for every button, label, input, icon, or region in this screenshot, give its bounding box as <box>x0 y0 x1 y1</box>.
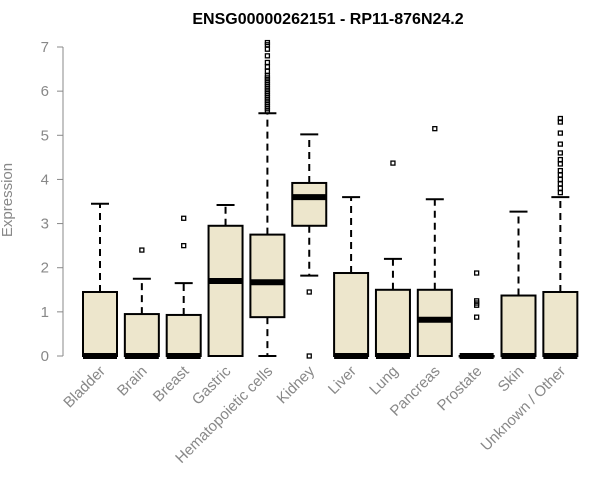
outlier-point <box>306 353 312 359</box>
y-tick-label: 4 <box>41 171 49 188</box>
boxes-group <box>82 39 579 359</box>
box-breast <box>165 215 202 359</box>
outlier-point <box>264 53 271 59</box>
outlier-point <box>264 46 271 52</box>
outlier-point <box>557 150 563 156</box>
category-label: Prostate <box>434 363 486 415</box>
outlier-point <box>557 172 563 178</box>
box-iqr <box>333 272 370 357</box>
y-axis-label: Expression <box>0 163 16 237</box>
outlier-point <box>557 176 563 183</box>
y-tick-label: 6 <box>41 83 49 100</box>
y-axis: 0 1 2 3 4 5 6 7 <box>41 39 64 365</box>
y-tick-label: 1 <box>41 304 49 321</box>
box-iqr <box>165 313 202 357</box>
category-label: Brain <box>114 363 151 400</box>
box-prostate <box>458 270 495 359</box>
y-tick-label: 3 <box>41 216 49 233</box>
y-tick-label: 2 <box>41 260 49 277</box>
box-liver <box>333 196 370 359</box>
box-iqr <box>291 181 328 227</box>
outlier-point <box>264 68 271 74</box>
box-iqr <box>82 290 118 357</box>
outlier-point <box>557 181 563 187</box>
category-label: Bladder <box>60 363 109 412</box>
box-bladder <box>82 202 118 359</box>
outlier-point <box>306 289 312 295</box>
box-gastric <box>207 204 244 357</box>
box-kidney <box>291 133 328 359</box>
outlier-point <box>557 185 563 191</box>
y-tick-label: 0 <box>41 348 49 365</box>
outlier-point <box>473 270 480 276</box>
box-unknown-other <box>542 115 579 359</box>
chart-title: ENSG00000262151 - RP11-876N24.2 <box>192 11 463 28</box>
category-label: Liver <box>325 363 360 398</box>
box-lung <box>374 160 411 359</box>
category-label: Breast <box>150 362 193 405</box>
outlier-point <box>557 156 563 163</box>
outlier-point <box>557 161 563 167</box>
box-iqr <box>123 313 160 358</box>
outlier-point <box>557 141 563 147</box>
box-iqr <box>416 288 453 357</box>
box-skin <box>500 210 537 359</box>
box-iqr <box>249 233 286 319</box>
outlier-point <box>557 115 563 122</box>
outlier-point <box>181 215 187 221</box>
box-pancreas <box>416 126 453 357</box>
y-tick-label: 5 <box>41 127 49 144</box>
box-iqr <box>542 290 579 357</box>
outlier-point <box>432 126 438 132</box>
outlier-point <box>181 242 187 249</box>
outlier-point <box>264 39 271 46</box>
category-label: Kidney <box>274 362 319 407</box>
box-iqr <box>207 224 244 357</box>
outlier-point <box>390 160 396 166</box>
outlier-point <box>473 302 480 308</box>
box-iqr <box>500 294 537 358</box>
category-label: Lung <box>366 363 402 399</box>
outlier-point <box>557 167 563 174</box>
box-iqr <box>374 288 411 357</box>
outlier-point <box>264 64 271 70</box>
box-hematopoietic-cells <box>249 39 286 357</box>
outlier-point <box>557 190 563 196</box>
y-tick-label: 7 <box>41 39 49 56</box>
outlier-point <box>557 130 563 136</box>
outlier-point <box>473 314 480 320</box>
box-brain <box>123 247 160 359</box>
category-label: Skin <box>495 363 528 396</box>
outlier-point <box>139 247 145 253</box>
outlier-point <box>264 59 271 66</box>
